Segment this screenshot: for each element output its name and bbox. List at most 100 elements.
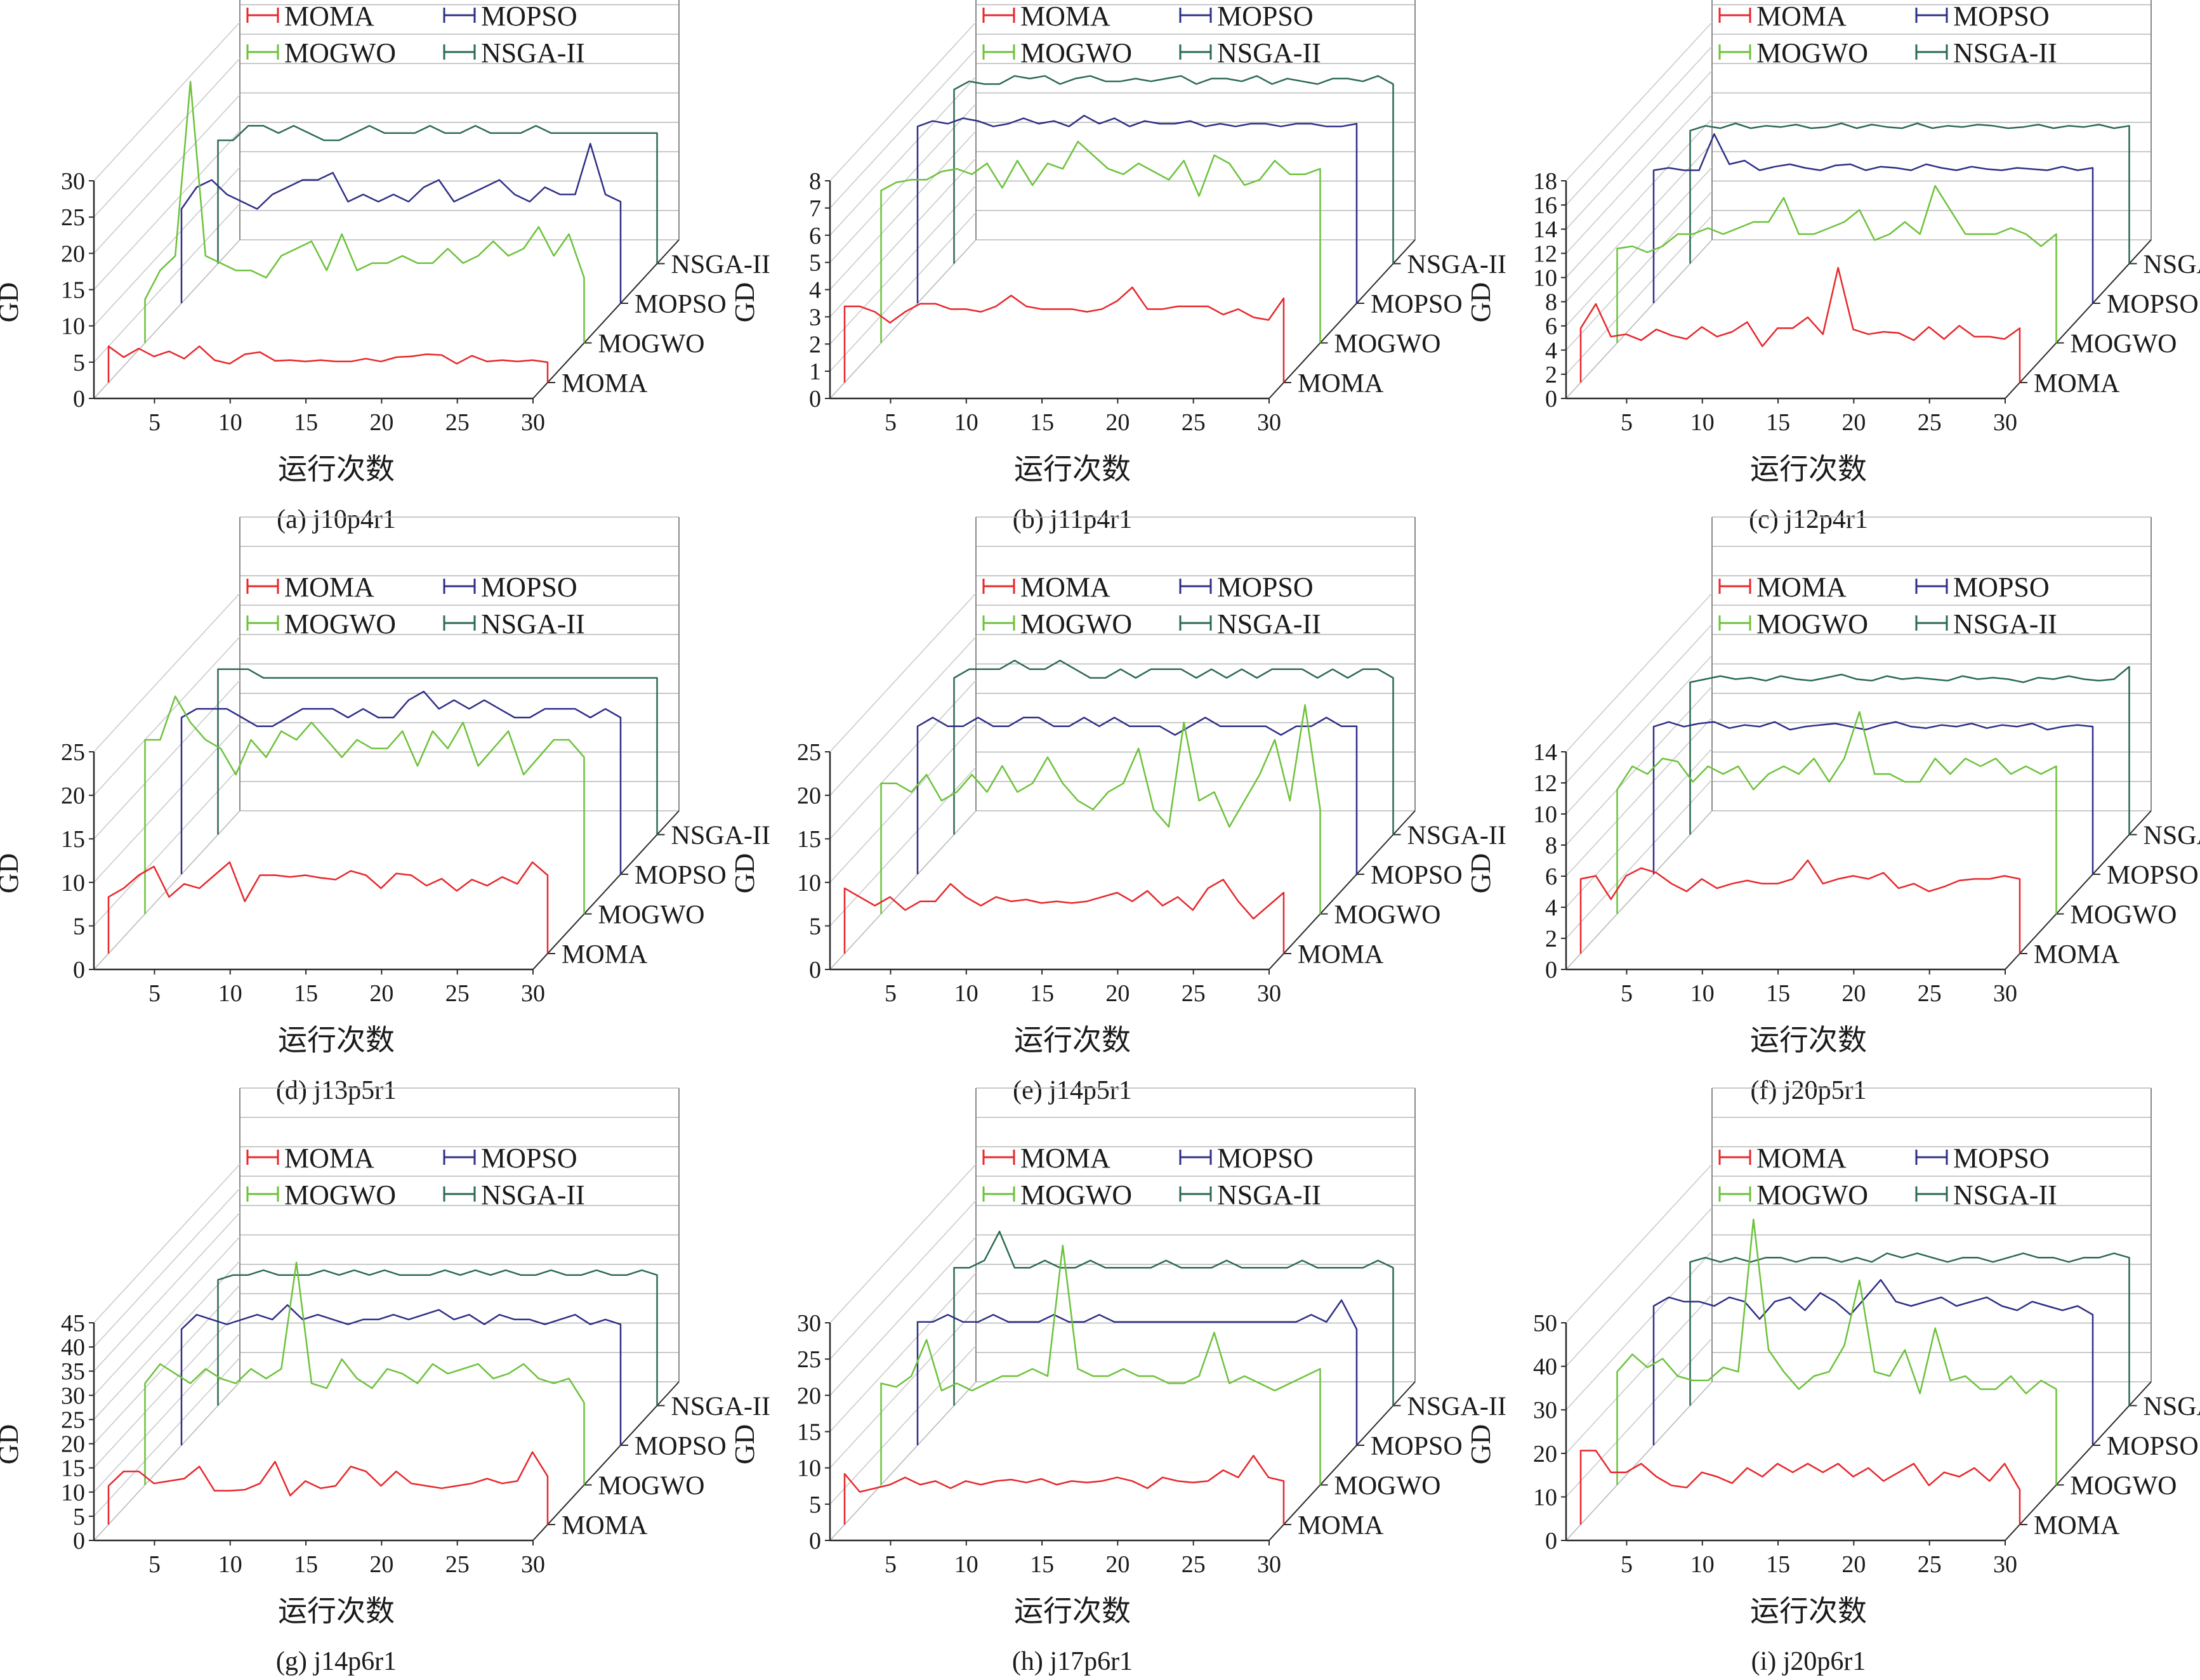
y-axis-title: GD bbox=[1465, 282, 1496, 323]
side-gridline bbox=[1565, 70, 1713, 230]
y-tick-label: 5 bbox=[73, 1504, 85, 1530]
legend-label: MOMA bbox=[1756, 1, 1847, 32]
x-tick-label: 5 bbox=[1621, 1551, 1633, 1578]
series-line-nsga-ii bbox=[1689, 666, 2130, 835]
depth-label-nsga-ii: NSGA-II bbox=[671, 822, 770, 851]
floor-edge bbox=[829, 239, 977, 399]
x-tick-label: 5 bbox=[885, 1551, 897, 1578]
back-wall-grid bbox=[240, 516, 679, 811]
depth-label-mogwo: MOGWO bbox=[2071, 1472, 2177, 1501]
x-tick-label: 15 bbox=[294, 409, 318, 436]
y-tick-label: 12 bbox=[1533, 770, 1557, 797]
x-axis-title: 运行次数 bbox=[278, 453, 395, 485]
legend-swatch-edge bbox=[1179, 615, 1212, 631]
y-tick-label: 25 bbox=[61, 1407, 85, 1433]
depth-label-moma: MOMA bbox=[562, 1511, 648, 1540]
y-tick-label: 25 bbox=[797, 739, 821, 766]
floor-edge bbox=[829, 810, 977, 970]
series-line-mopso bbox=[1652, 1279, 2094, 1445]
floor-edge bbox=[532, 810, 680, 970]
side-gridline bbox=[1565, 1337, 1713, 1497]
side-gridline bbox=[1565, 1164, 1713, 1323]
y-tick-label: 10 bbox=[61, 870, 85, 896]
legend-swatch-edge bbox=[1179, 8, 1212, 23]
side-gridline bbox=[93, 94, 240, 254]
panel-caption: (i) j20p6r1 bbox=[1751, 1647, 1866, 1676]
y-tick-label: 8 bbox=[809, 168, 821, 195]
back-wall-grid bbox=[240, 4, 679, 240]
x-tick-label: 25 bbox=[445, 980, 470, 1007]
legend-label: MOGWO bbox=[1020, 608, 1132, 640]
y-tick-label: 35 bbox=[61, 1358, 85, 1385]
series-line-mogwo bbox=[144, 81, 585, 343]
x-tick-label: 30 bbox=[1993, 409, 2017, 436]
legend-label: MOMA bbox=[1756, 572, 1847, 603]
floor-edge bbox=[829, 1381, 977, 1541]
x-axis-title: 运行次数 bbox=[1750, 1024, 1867, 1056]
x-tick-label: 10 bbox=[954, 409, 978, 436]
x-tick-label: 10 bbox=[1690, 1551, 1715, 1578]
side-gridline bbox=[1565, 94, 1713, 254]
legend: MOMA MOPSO MOGWO NSGA-II bbox=[1718, 572, 2057, 640]
depth-label-mogwo: MOGWO bbox=[1334, 901, 1441, 930]
legend: MOMA MOPSO MOGWO NSGA-II bbox=[246, 572, 585, 640]
series-line-nsga-ii bbox=[1689, 1252, 2130, 1406]
depth-label-mogwo: MOGWO bbox=[598, 901, 705, 930]
legend: MOMA MOPSO MOGWO NSGA-II bbox=[246, 1, 585, 69]
x-tick-label: 5 bbox=[885, 980, 897, 1007]
x-tick-label: 20 bbox=[1841, 980, 1866, 1007]
x-tick-label: 25 bbox=[1182, 409, 1206, 436]
y-axis-title: GD bbox=[0, 1424, 24, 1465]
side-gridline bbox=[1565, 655, 1713, 815]
x-axis-title: 运行次数 bbox=[1014, 1595, 1131, 1627]
y-tick-label: 30 bbox=[61, 168, 85, 195]
y-axis-title: GD bbox=[0, 282, 24, 323]
side-gridline bbox=[1565, 717, 1713, 877]
depth-label-moma: MOMA bbox=[2034, 940, 2120, 969]
y-tick-label: 5 bbox=[73, 350, 85, 376]
y-tick-label: 40 bbox=[61, 1334, 85, 1361]
side-gridline bbox=[829, 593, 977, 752]
legend-swatch-edge bbox=[982, 44, 1015, 60]
x-tick-label: 25 bbox=[1918, 1551, 1942, 1578]
y-tick-label: 20 bbox=[61, 783, 85, 810]
side-gridline bbox=[1565, 215, 1713, 375]
side-gridline bbox=[93, 593, 240, 752]
depth-label-nsga-ii: NSGA-II bbox=[671, 251, 770, 280]
side-gridline bbox=[829, 1309, 977, 1469]
side-gridline bbox=[93, 679, 240, 839]
depth-label-mopso: MOPSO bbox=[1371, 1432, 1463, 1461]
legend-swatch-edge bbox=[1915, 615, 1948, 631]
depth-label-mogwo: MOGWO bbox=[1334, 330, 1441, 359]
depth-label-mopso: MOPSO bbox=[635, 1432, 727, 1461]
x-axis-title: 运行次数 bbox=[278, 1595, 395, 1627]
series-line-mopso bbox=[1652, 721, 2094, 874]
chart-panel-8: 0 10 20 30 40 50 5 10 15 20 25 30 MOMA MOGWO MOPSO NSGA… bbox=[1465, 1087, 2200, 1676]
back-wall-grid bbox=[1712, 516, 2151, 811]
side-gridline bbox=[829, 1200, 977, 1360]
legend-swatch-edge bbox=[246, 579, 279, 594]
depth-label-nsga-ii: NSGA-II bbox=[2144, 822, 2200, 851]
x-tick-label: 5 bbox=[148, 980, 161, 1007]
y-tick-label: 20 bbox=[1533, 1441, 1557, 1467]
back-wall-grid bbox=[240, 1087, 679, 1382]
legend-label: MOPSO bbox=[1217, 572, 1314, 603]
y-tick-label: 0 bbox=[809, 386, 821, 412]
depth-label-mogwo: MOGWO bbox=[1334, 1472, 1441, 1501]
series-line-nsga-ii bbox=[1689, 122, 2130, 264]
x-tick-label: 25 bbox=[445, 409, 470, 436]
y-tick-label: 6 bbox=[1545, 313, 1557, 340]
depth-label-nsga-ii: NSGA-II bbox=[1407, 1393, 1506, 1422]
legend-swatch-edge bbox=[982, 1150, 1015, 1165]
side-gridline bbox=[93, 1309, 240, 1469]
x-tick-label: 10 bbox=[1690, 409, 1715, 436]
y-tick-label: 16 bbox=[1533, 192, 1557, 219]
legend: MOMA MOPSO MOGWO NSGA-II bbox=[982, 572, 1321, 640]
y-tick-label: 10 bbox=[1533, 265, 1557, 291]
legend-swatch-edge bbox=[1915, 1150, 1948, 1165]
depth-label-mogwo: MOGWO bbox=[598, 1472, 705, 1501]
legend-swatch-edge bbox=[1179, 44, 1212, 60]
y-tick-label: 20 bbox=[797, 1382, 821, 1409]
y-tick-label: 15 bbox=[61, 826, 85, 853]
